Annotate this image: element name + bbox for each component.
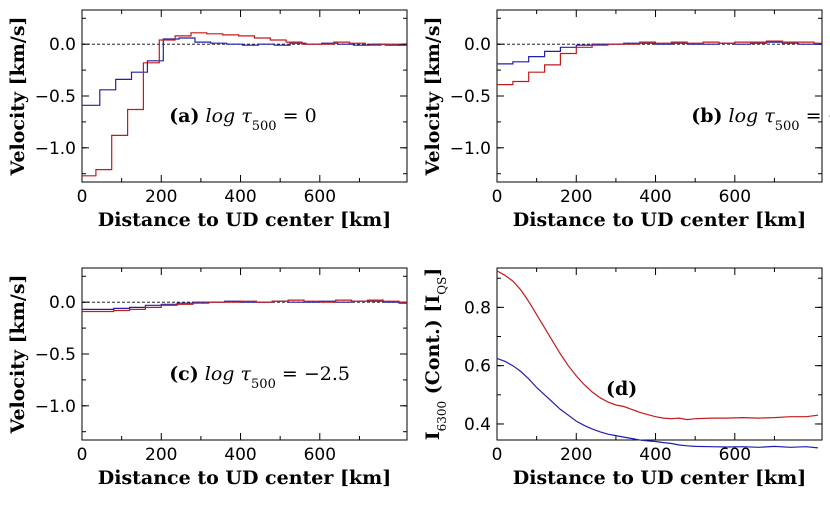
y-tick-label: −1.0 bbox=[450, 139, 491, 159]
y-axis-label: Velocity [km/s] bbox=[7, 16, 29, 176]
panel-tag: (d) bbox=[606, 378, 637, 400]
x-tick-label: 200 bbox=[560, 187, 592, 207]
y-axis-label-part: (Cont.) [I bbox=[422, 295, 444, 401]
y-axis-label: Velocity [km/s] bbox=[7, 274, 29, 434]
x-tick-label: 0 bbox=[77, 445, 88, 465]
panel-d: 0 200 400 600 0.4 0.6 0.8 Distance to UD center… bbox=[422, 267, 823, 489]
x-tick-label: 400 bbox=[224, 445, 256, 465]
series-red-line bbox=[82, 299, 407, 313]
x-tick-label: 200 bbox=[145, 187, 177, 207]
series-blue-line bbox=[496, 357, 819, 449]
y-axis-label: I6300 (Cont.) [IQS] bbox=[422, 268, 449, 441]
y-tick-label: −0.5 bbox=[35, 87, 76, 107]
panel-condition: log τ bbox=[722, 105, 775, 127]
x-tick-label: 400 bbox=[224, 187, 256, 207]
series-red-line bbox=[82, 32, 407, 177]
plot-frame bbox=[496, 9, 823, 183]
panel-annotation: (a) log τ500 = 0 bbox=[169, 105, 317, 134]
series-red-line bbox=[497, 40, 822, 86]
y-tick-label: 0.0 bbox=[464, 35, 491, 55]
panel-b: 0 200 400 600 0.0 −0.5 −1.0 Distance to UD cent… bbox=[422, 9, 830, 231]
panel-condition: log τ bbox=[199, 363, 252, 385]
plot-frame bbox=[496, 267, 823, 441]
series-blue-line bbox=[82, 37, 407, 106]
panel-c: 0 200 400 600 0.0 −0.5 −1.0 Distance to UD cent… bbox=[7, 267, 408, 489]
panel-condition-value: = −1 bbox=[800, 105, 830, 127]
panel-annotation: (b) log τ500 = −1 bbox=[691, 105, 830, 134]
x-tick-label: 0 bbox=[492, 187, 503, 207]
y-axis-label-part: ] bbox=[422, 268, 444, 277]
panel-condition-sub: 500 bbox=[251, 376, 276, 391]
y-axis-label-part: I bbox=[422, 431, 444, 440]
x-axis-label: Distance to UD center [km] bbox=[513, 209, 807, 231]
x-axis-label: Distance to UD center [km] bbox=[513, 467, 807, 489]
panel-tag: (b) bbox=[691, 105, 722, 127]
series-blue-line bbox=[497, 41, 822, 65]
panel-annotation: (d) bbox=[606, 378, 637, 400]
x-tick-label: 600 bbox=[304, 445, 336, 465]
x-tick-label: 400 bbox=[639, 445, 671, 465]
panel-condition-sub: 500 bbox=[775, 118, 800, 133]
x-tick-label: 0 bbox=[77, 187, 88, 207]
panel-condition-value: = −2.5 bbox=[276, 363, 350, 385]
plot-frame bbox=[81, 267, 408, 441]
y-tick-label: 0.8 bbox=[464, 298, 491, 318]
y-tick-label: −0.5 bbox=[35, 345, 76, 365]
panel-tag: (c) bbox=[169, 363, 199, 385]
y-tick-label: −0.5 bbox=[450, 87, 491, 107]
y-axis-label-part: QS bbox=[435, 277, 449, 295]
y-axis-label: Velocity [km/s] bbox=[422, 16, 444, 176]
series-red-line bbox=[496, 270, 819, 421]
y-tick-label: 0.4 bbox=[464, 415, 491, 435]
panel-condition-sub: 500 bbox=[252, 118, 277, 133]
y-axis-label-part: 6300 bbox=[435, 401, 449, 432]
y-tick-label: −1.0 bbox=[35, 139, 76, 159]
x-tick-label: 400 bbox=[639, 187, 671, 207]
panel-annotation: (c) log τ500 = −2.5 bbox=[169, 363, 350, 392]
panel-tag: (a) bbox=[169, 105, 199, 127]
x-tick-label: 200 bbox=[560, 445, 592, 465]
x-tick-label: 0 bbox=[492, 445, 503, 465]
x-tick-label: 600 bbox=[304, 187, 336, 207]
panel-condition-value: = 0 bbox=[277, 105, 317, 127]
y-tick-label: 0.0 bbox=[49, 293, 76, 313]
panel-condition: log τ bbox=[199, 105, 252, 127]
x-tick-label: 200 bbox=[145, 445, 177, 465]
y-tick-label: 0.6 bbox=[464, 357, 491, 377]
x-tick-label: 600 bbox=[719, 445, 751, 465]
panel-a: 0 200 400 600 0.0 −0.5 −1.0 Distance to UD cent… bbox=[7, 9, 408, 231]
y-tick-label: 0.0 bbox=[49, 35, 76, 55]
y-tick-label: −1.0 bbox=[35, 397, 76, 417]
x-axis-label: Distance to UD center [km] bbox=[98, 467, 392, 489]
x-axis-label: Distance to UD center [km] bbox=[98, 209, 392, 231]
x-tick-label: 600 bbox=[719, 187, 751, 207]
